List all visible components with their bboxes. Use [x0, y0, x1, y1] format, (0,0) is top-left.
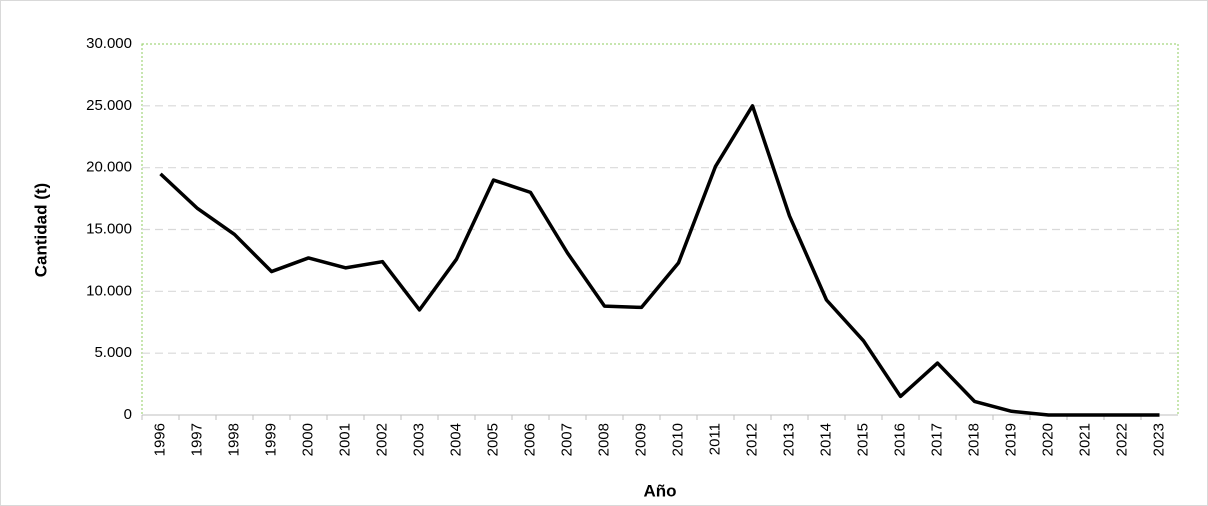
y-axis-title: Cantidad (t) [31, 183, 50, 277]
x-tick-label: 1999 [262, 423, 279, 456]
x-tick-label: 2020 [1039, 423, 1056, 456]
x-tick-label: 2023 [1150, 423, 1167, 456]
y-tick-label: 20.000 [86, 159, 132, 176]
x-tick-label: 2016 [891, 423, 908, 456]
x-tick-label: 2005 [484, 423, 501, 456]
x-axis-title: Año [643, 481, 676, 500]
x-tick-label: 2004 [447, 423, 464, 456]
x-tick-label: 2021 [1076, 423, 1093, 456]
x-tick-label: 2017 [928, 423, 945, 456]
x-tick-label: 2000 [299, 423, 316, 456]
data-line [159, 104, 1160, 417]
y-tick-label: 5.000 [94, 344, 132, 361]
x-tick-label: 2013 [780, 423, 797, 456]
y-tick-label: 15.000 [86, 220, 132, 237]
x-tick-label: 2001 [336, 423, 353, 456]
x-tick-label: 2003 [410, 423, 427, 456]
x-tick-label: 2009 [632, 423, 649, 456]
x-tick-label: 1997 [188, 423, 205, 456]
y-tick-label: 10.000 [86, 282, 132, 299]
x-tick-label: 2019 [1002, 423, 1019, 456]
x-tick-label: 2008 [595, 423, 612, 456]
y-tick-label: 0 [124, 406, 132, 423]
x-tick-label: 2007 [558, 423, 575, 456]
x-tick-label: 2010 [669, 423, 686, 456]
x-tick-label: 2014 [817, 423, 834, 456]
x-tick-label: 2018 [965, 423, 982, 456]
y-tick-label: 25.000 [86, 97, 132, 114]
x-tick-label: 2011 [706, 423, 723, 455]
y-tick-label: 30.000 [86, 35, 132, 52]
x-tick-label: 1996 [151, 423, 168, 456]
x-tick-label: 1998 [225, 423, 242, 456]
x-tick-label: 2012 [743, 423, 760, 456]
x-tick-label: 2015 [854, 423, 871, 456]
x-tick-label: 2006 [521, 423, 538, 456]
x-tick-label: 2002 [373, 423, 390, 456]
x-tick-label: 2022 [1113, 423, 1130, 456]
